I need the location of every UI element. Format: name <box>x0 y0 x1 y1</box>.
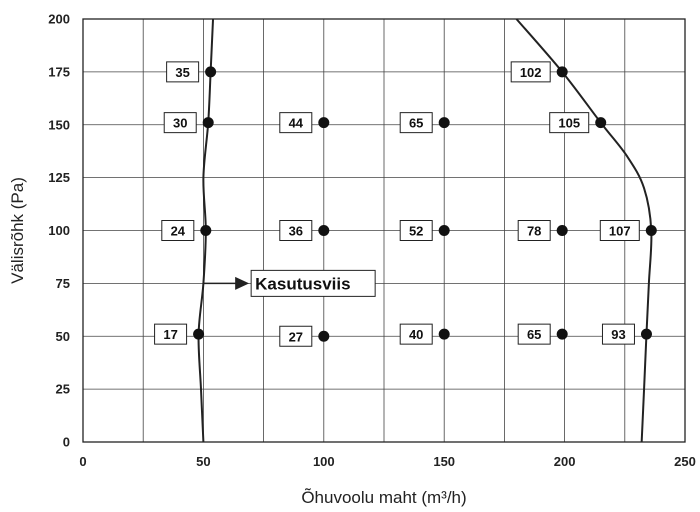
point-label-box <box>279 220 313 241</box>
point-label-box <box>399 220 433 241</box>
point-label-box <box>166 61 200 83</box>
point-label-box <box>510 61 551 83</box>
annotation-label: Kasutusviis <box>255 274 350 293</box>
point-label: 17 <box>163 327 177 342</box>
data-point <box>556 66 568 78</box>
data-point <box>205 66 217 78</box>
data-point <box>595 117 607 129</box>
data-point <box>438 117 450 129</box>
point-label: 36 <box>289 224 303 239</box>
data-point <box>438 225 450 236</box>
data-point <box>645 225 657 236</box>
y-tick-label: 75 <box>56 276 70 291</box>
point-label-box <box>163 112 197 134</box>
point-label-box <box>399 112 433 134</box>
x-tick-label: 250 <box>674 454 696 469</box>
point-label: 24 <box>171 224 186 239</box>
data-point <box>640 328 652 340</box>
data-point <box>438 328 450 340</box>
y-tick-label: 0 <box>63 435 70 450</box>
data-point <box>318 330 330 342</box>
point-label: 107 <box>609 224 631 239</box>
point-label-box <box>399 323 433 345</box>
y-tick-label: 50 <box>56 329 70 344</box>
data-point <box>318 225 330 236</box>
annotation: Kasutusviis <box>203 269 376 297</box>
point-label: 93 <box>611 327 625 342</box>
point-label-box <box>279 112 313 134</box>
point-label: 40 <box>409 327 423 342</box>
point-label-box <box>549 112 590 134</box>
point-label: 30 <box>173 116 187 131</box>
tick-labels: 0 50 100 150 200 250 0 25 50 75 100 125 150 175 200 <box>48 12 696 470</box>
y-tick-label: 125 <box>48 170 70 185</box>
point-label-box <box>161 220 195 241</box>
x-tick-label: 50 <box>196 454 210 469</box>
point-label: 35 <box>175 65 189 80</box>
annotation-arrowhead <box>235 276 250 290</box>
x-tick-label: 200 <box>554 454 576 469</box>
y-tick-label: 175 <box>48 64 70 79</box>
data-point <box>318 117 330 129</box>
data-point <box>556 225 568 236</box>
x-tick-label: 150 <box>433 454 455 469</box>
point-label: 78 <box>527 224 541 239</box>
point-label: 65 <box>409 116 423 131</box>
point-label: 27 <box>289 329 303 344</box>
y-tick-label: 100 <box>48 223 70 238</box>
point-label-box <box>517 220 551 241</box>
annotation-box <box>250 269 376 297</box>
y-tick-label: 150 <box>48 117 70 132</box>
data-point <box>193 328 205 340</box>
x-axis-label: Õhuvoolu maht (m³/h) <box>301 488 466 507</box>
point-label: 52 <box>409 224 423 239</box>
point-label: 44 <box>289 116 304 131</box>
point-label-box <box>517 323 551 345</box>
point-label-box <box>154 323 188 345</box>
data-point <box>202 117 214 129</box>
data-point <box>556 328 568 340</box>
y-tick-label: 200 <box>48 12 70 27</box>
y-tick-label: 25 <box>56 382 70 397</box>
y-axis-label: Välisrõhk (Pa) <box>8 177 27 284</box>
point-label: 65 <box>527 327 541 342</box>
point-label-box <box>599 220 640 241</box>
performance-curve-2 <box>515 18 653 443</box>
data-point <box>200 225 212 236</box>
point-label: 105 <box>558 116 580 131</box>
point-label-box <box>279 325 313 347</box>
point-label: 102 <box>520 65 542 80</box>
data-points: 35 102 30 44 65 105 24 36 52 78 107 17 27 40 65 93 <box>154 61 657 347</box>
x-tick-label: 100 <box>313 454 335 469</box>
plot-frame <box>82 18 686 443</box>
x-tick-label: 0 <box>79 454 86 469</box>
point-label-box <box>601 323 635 345</box>
